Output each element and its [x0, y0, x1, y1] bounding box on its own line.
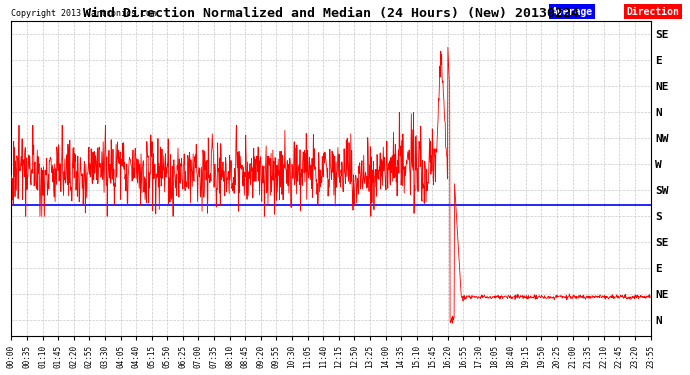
Text: Copyright 2013 Cartronics.com: Copyright 2013 Cartronics.com — [12, 9, 157, 18]
Text: Direction: Direction — [627, 6, 679, 16]
Title: Wind Direction Normalized and Median (24 Hours) (New) 20130224: Wind Direction Normalized and Median (24… — [83, 7, 579, 20]
Text: Average: Average — [551, 6, 593, 16]
